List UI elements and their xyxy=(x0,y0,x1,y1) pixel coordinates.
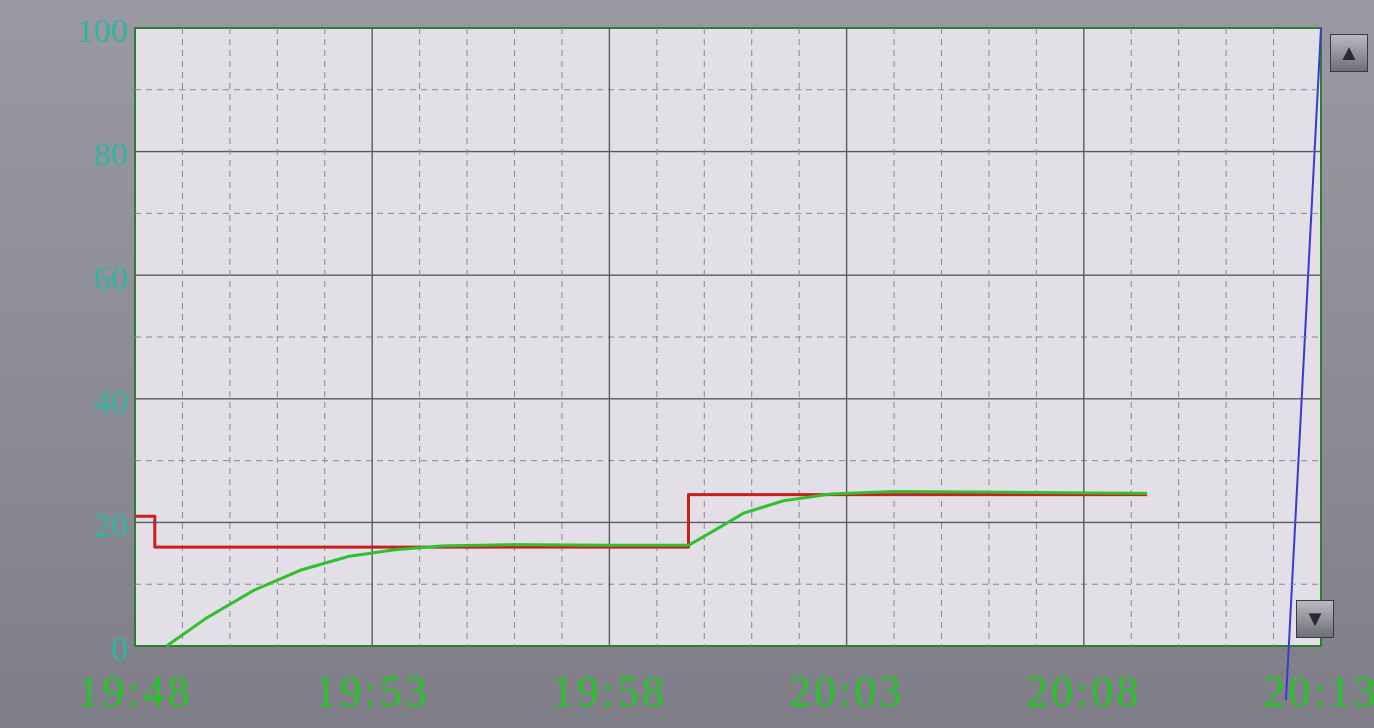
scroll-down-button[interactable]: ▼ xyxy=(1296,600,1334,638)
x-axis-ticks: 19:48 19:53 19:58 20:03 20:08 20:13 xyxy=(77,667,1374,716)
x-tick-label: 19:48 xyxy=(77,667,192,716)
x-tick-label: 20:13 xyxy=(1263,667,1374,716)
y-tick-label: 40 xyxy=(94,384,128,421)
scroll-up-button[interactable]: ▲ xyxy=(1330,34,1368,72)
triangle-down-icon: ▼ xyxy=(1304,606,1326,631)
y-tick-label: 0 xyxy=(111,631,128,668)
series-layer xyxy=(135,490,1148,648)
y-tick-label: 60 xyxy=(94,260,128,297)
x-tick-label: 19:58 xyxy=(552,667,667,716)
y-tick-label: 20 xyxy=(94,507,128,544)
y-tick-label: 80 xyxy=(94,137,128,174)
series-line-2 xyxy=(165,490,1148,648)
triangle-up-icon: ▲ xyxy=(1338,40,1360,65)
y-tick-label: 100 xyxy=(77,13,128,50)
x-tick-label: 20:03 xyxy=(789,667,904,716)
y-axis-ticks: 0 20 40 60 80 100 xyxy=(77,13,128,668)
x-tick-label: 20:08 xyxy=(1026,667,1141,716)
right-border xyxy=(1285,27,1322,701)
grid xyxy=(135,28,1321,646)
plot-area xyxy=(134,27,1322,647)
x-tick-label: 19:53 xyxy=(315,667,430,716)
